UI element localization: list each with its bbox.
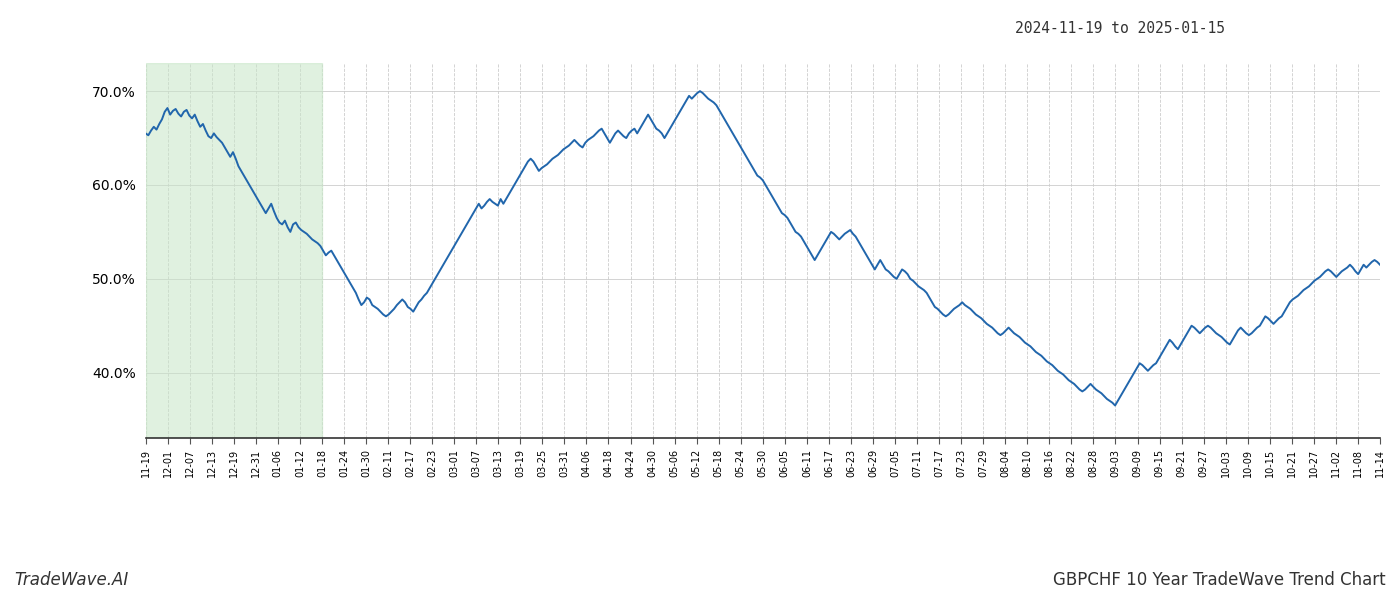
Text: GBPCHF 10 Year TradeWave Trend Chart: GBPCHF 10 Year TradeWave Trend Chart — [1053, 571, 1386, 589]
Text: TradeWave.AI: TradeWave.AI — [14, 571, 129, 589]
Bar — [146, 63, 322, 439]
Text: 2024-11-19 to 2025-01-15: 2024-11-19 to 2025-01-15 — [1015, 21, 1225, 36]
